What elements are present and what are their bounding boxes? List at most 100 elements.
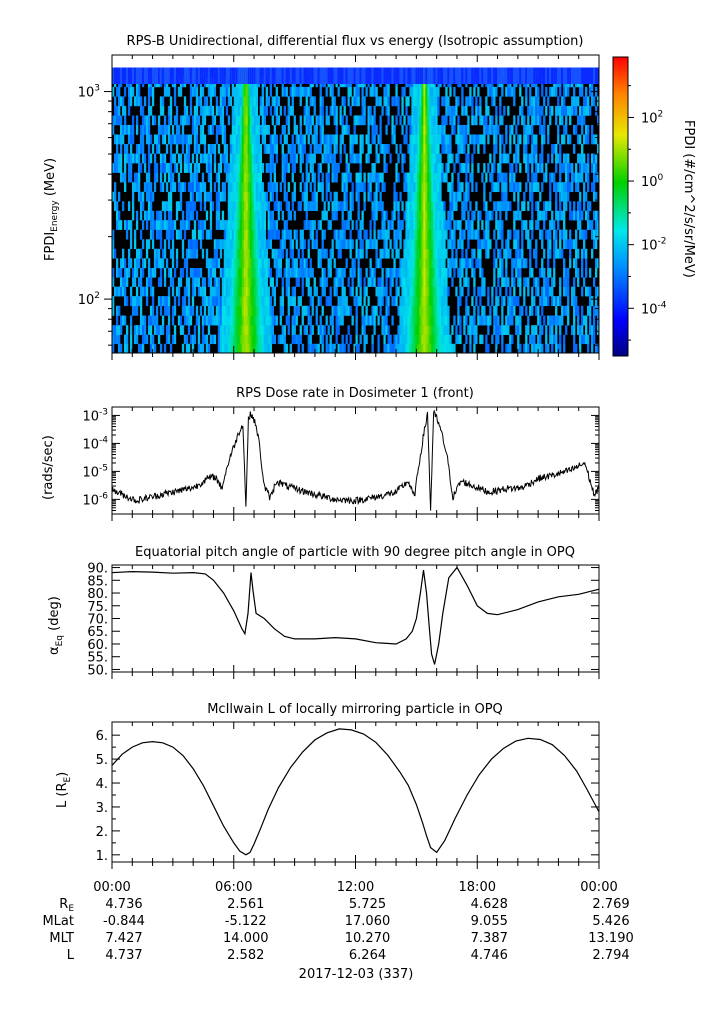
spectrogram-cell [377,67,380,84]
spectrogram-cell [213,86,217,97]
spectrogram-cell [201,115,205,126]
spectrogram-cell [479,134,482,145]
spectrogram-cell [265,124,268,135]
spectrogram-cell [137,67,141,84]
spectrogram-cell [213,153,217,164]
spectrogram-cell [471,220,474,230]
spectrogram-cell [317,296,320,307]
spectrogram-cell [231,286,235,297]
spectrogram-cell [161,248,165,259]
spectrogram-cell [315,315,318,326]
spectrogram-cell [353,296,356,307]
spectrogram-cell [231,201,235,212]
spectrogram-cell [373,105,376,116]
spectrogram-cell [587,286,590,297]
spectrogram-cell [329,296,332,307]
spectrogram-cell [399,144,402,154]
spectrogram-cell [445,267,448,278]
spectrogram-cell [159,105,163,116]
spectrogram-cell [463,201,466,212]
spectrogram-cell [393,239,396,250]
spectrogram-cell [399,296,402,307]
spectrogram-cell [329,105,332,116]
spectrogram-cell [449,334,452,345]
spectrogram-cell [501,86,504,97]
spectrogram-cell [411,325,414,335]
spectrogram-cell [393,191,396,202]
spectrogram-cell [467,229,470,240]
spectrogram-cell [211,144,215,154]
spectrogram-cell [233,163,237,173]
spectrogram-cell [281,67,284,84]
spectrogram-cell [387,96,390,107]
spectrogram-cell [547,96,550,107]
spectrogram-cell [399,343,402,354]
spectrogram-cell [411,115,414,126]
spectrogram-cell [345,239,348,250]
spectrogram-cell [507,343,510,354]
spectrogram-cell [491,86,494,97]
spectrogram-cell [469,201,472,212]
spectrogram-cell [503,153,506,164]
spectrogram-cell [253,325,257,335]
spectrogram-cell [577,67,580,84]
spectrogram-cell [127,134,131,145]
spectrogram-cell [565,124,568,135]
spectrogram-cell [321,96,324,107]
spectrogram-cell [351,239,354,250]
spectrogram-cell [547,315,550,326]
spectrogram-cell [507,239,510,250]
spectrogram-cell [261,201,264,212]
spectrogram-cell [493,201,496,212]
spectrogram-cell [405,258,408,269]
spectrogram-cell [255,191,258,202]
spectrogram-cell [321,210,324,221]
spectrogram-cell [291,67,294,84]
spectrogram-cell [223,153,227,164]
spectrogram-cell [275,134,278,145]
spectrogram-cell [579,220,582,230]
spectrogram-cell [499,210,502,221]
spectrogram-cell [501,334,504,345]
spectrogram-cell [577,172,580,183]
spectrogram-cell [255,286,258,297]
spectrogram-cell [167,229,171,240]
spectrogram-cell [319,124,322,135]
spectrogram-cell [437,163,440,173]
spectrogram-cell [173,86,177,97]
spectrogram-cell [229,325,233,335]
spectrogram-cell [357,182,360,193]
spectrogram-cell [407,267,410,278]
spectrogram-cell [213,239,217,250]
spectrogram-cell [507,325,510,335]
spectrogram-cell [299,144,302,154]
spectrogram-cell [175,144,179,154]
spectrogram-cell [153,172,157,183]
spectrogram-cell [417,305,420,316]
spectrogram-cell [359,153,362,164]
spectrogram-cell [409,67,412,84]
spectrogram-cell [351,315,354,326]
spectrogram-cell [537,315,540,326]
spectrogram-cell [445,325,448,335]
spectrogram-cell [269,229,272,240]
spectrogram-cell [419,134,422,145]
spectrogram-cell [195,277,199,287]
spectrogram-cell [287,267,290,278]
spectrogram-cell [435,115,438,126]
spectrogram-cell [129,172,133,183]
spectrogram-cell [233,201,237,212]
spectrogram-cell [547,296,550,307]
spectrogram-cell [447,96,450,107]
spectrogram-cell [459,220,462,230]
spectrogram-cell [467,144,470,154]
spectrogram-cell [359,182,362,193]
spectrogram-cell [419,153,422,164]
spectrogram-cell [521,248,524,259]
spectrogram-cell [487,239,490,250]
spectrogram-cell [289,343,292,354]
spectrogram-cell [577,201,580,212]
spectrogram-cell [485,124,488,135]
spectrogram-cell [445,315,448,326]
spectrogram-cell [189,334,193,345]
